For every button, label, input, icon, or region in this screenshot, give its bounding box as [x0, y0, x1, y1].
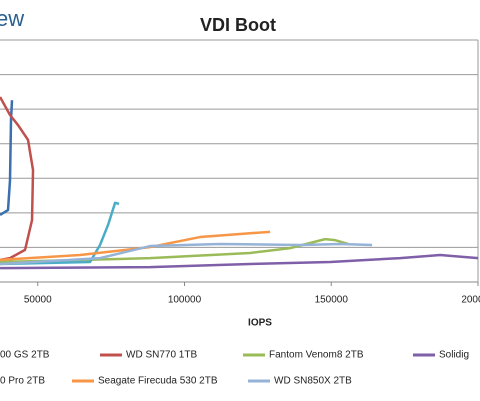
legend-label: 00 GS 2TB: [0, 350, 50, 361]
series-line: [0, 230, 271, 262]
plot-area: [0, 39, 479, 283]
series-line: [0, 201, 120, 266]
legend-label: Fantom Venom8 2TB: [269, 350, 364, 361]
brand-logo: ew: [0, 6, 24, 31]
legend-label: WD SN850X 2TB: [274, 376, 352, 387]
series-line: [0, 96, 35, 262]
chart-title: VDI Boot: [200, 15, 276, 35]
series-line: [0, 242, 373, 266]
legend-label: Solidig: [439, 350, 469, 361]
x-tick-label: 200000: [461, 295, 480, 306]
series-line: [0, 237, 349, 264]
x-tick-label: 50000: [24, 295, 52, 306]
legend-label: WD SN770 1TB: [126, 350, 197, 361]
x-tick-label: 100000: [168, 295, 202, 306]
x-tick-label: 150000: [315, 295, 349, 306]
legend-label: Seagate Firecuda 530 2TB: [98, 376, 218, 387]
legend-label: 0 Pro 2TB: [0, 376, 45, 387]
series-line: [0, 253, 479, 270]
x-axis-label: IOPS: [248, 318, 272, 329]
series-line: [0, 100, 14, 216]
